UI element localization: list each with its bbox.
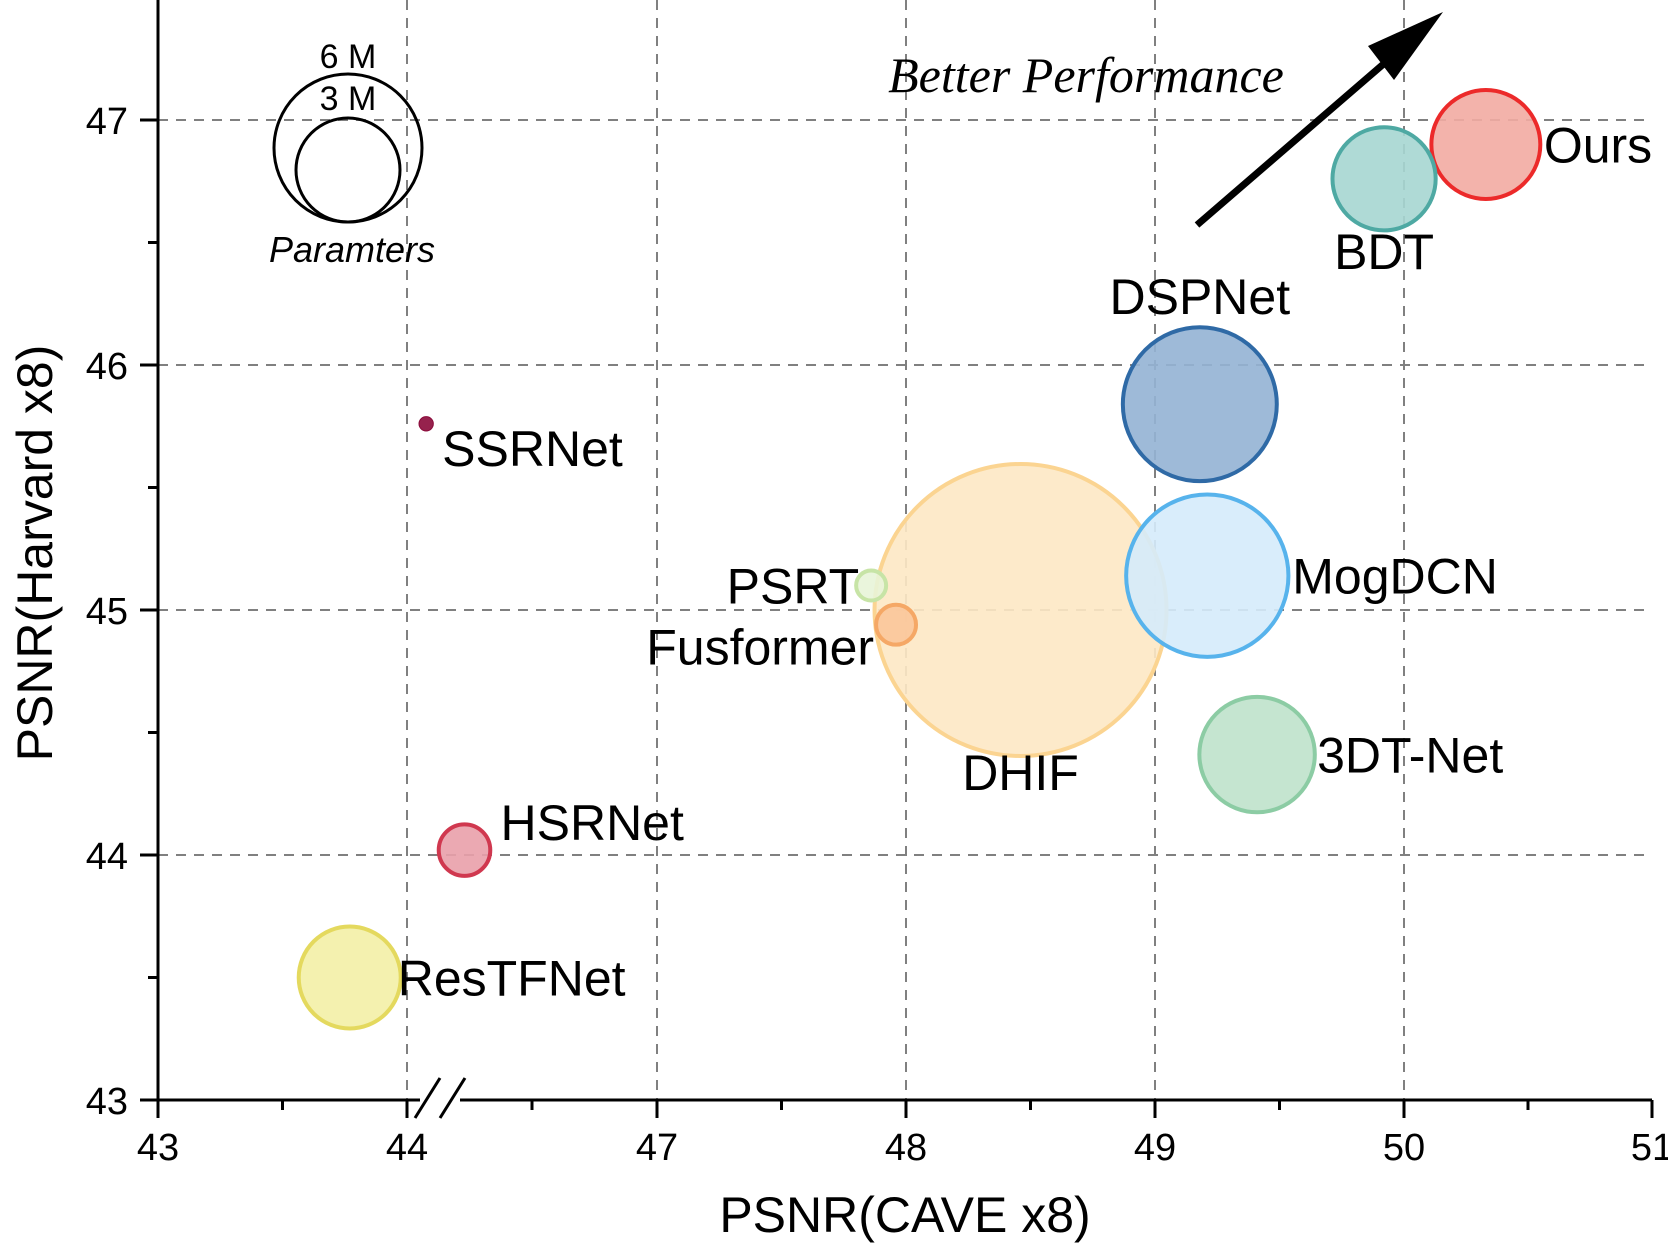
bubble-label-mogdcn: MogDCN — [1292, 549, 1498, 605]
bubble-label-dhif: DHIF — [962, 745, 1079, 801]
y-tick-label: 44 — [86, 836, 128, 878]
bubble-label-ours: Ours — [1544, 118, 1652, 174]
bubble-3dt-net — [1197, 694, 1317, 815]
bubble-psrt — [854, 568, 889, 603]
size-legend-label-3m: 3 M — [320, 80, 377, 118]
size-legend: 6 M 3 M Paramters — [269, 38, 435, 270]
y-tick-label: 47 — [86, 101, 128, 143]
bubble-label-hsrnet: HSRNet — [501, 795, 684, 851]
x-tick-label: 48 — [885, 1127, 927, 1169]
axis-break-slash — [438, 1077, 467, 1119]
bubble-label-bdt: BDT — [1334, 224, 1434, 280]
x-tick-label: 44 — [386, 1127, 428, 1169]
size-legend-label-6m: 6 M — [320, 38, 377, 76]
bubble-label-psrt: PSRT — [727, 559, 859, 615]
bubble-label-fusformer: Fusformer — [646, 620, 874, 676]
bubble-label-restfnet: ResTFNet — [398, 951, 626, 1007]
bubble-dhif — [872, 462, 1169, 758]
bubble-label-ssrnet: SSRNet — [442, 421, 623, 477]
x-tick-label: 51 — [1631, 1127, 1668, 1169]
x-axis-break-mark — [413, 1077, 467, 1119]
bubble-ours — [1429, 88, 1543, 201]
x-tick-label: 47 — [636, 1127, 678, 1169]
better-performance-arrow-shaft — [1194, 45, 1405, 228]
axis-break-slash — [413, 1077, 442, 1119]
better-performance-annotation: Better Performance — [888, 12, 1443, 228]
bubble-label-3dt-net: 3DT-Net — [1317, 728, 1503, 784]
bubble-hsrnet — [436, 822, 493, 878]
y-ticks: 43 44 45 46 47 — [86, 101, 158, 1123]
axes: 43 44 47 48 49 50 51 43 44 45 46 47 — [86, 0, 1668, 1169]
x-ticks: 43 44 47 48 49 50 51 — [137, 1100, 1668, 1169]
size-legend-title: Paramters — [269, 229, 435, 270]
y-tick-label: 43 — [86, 1081, 128, 1123]
y-axis-title: PSNR(Harvard x8) — [7, 345, 63, 762]
bubble-restfnet — [296, 924, 403, 1031]
y-tick-label: 45 — [86, 591, 128, 633]
x-axis-title: PSNR(CAVE x8) — [719, 1187, 1090, 1243]
better-performance-text: Better Performance — [888, 47, 1284, 103]
x-tick-label: 43 — [137, 1127, 179, 1169]
better-performance-arrow-head — [1368, 12, 1443, 80]
size-legend-circle-3m — [294, 116, 402, 224]
bubble-ssrnet — [418, 416, 434, 432]
bubble-bdt — [1330, 125, 1438, 233]
bubble-label-dspnet: DSPNet — [1110, 269, 1291, 325]
bubble-fusformer — [874, 602, 919, 647]
bubble-dspnet — [1120, 325, 1279, 484]
x-tick-label: 50 — [1383, 1127, 1425, 1169]
bubble-labels: Ours BDT DSPNet MogDCN DHIF 3DT-Net PSRTFusfor… — [398, 118, 1652, 1007]
bubble-series — [296, 88, 1543, 1031]
x-tick-label: 49 — [1134, 1127, 1176, 1169]
bubble-mogdcn — [1124, 492, 1291, 659]
y-tick-label: 46 — [86, 346, 128, 388]
